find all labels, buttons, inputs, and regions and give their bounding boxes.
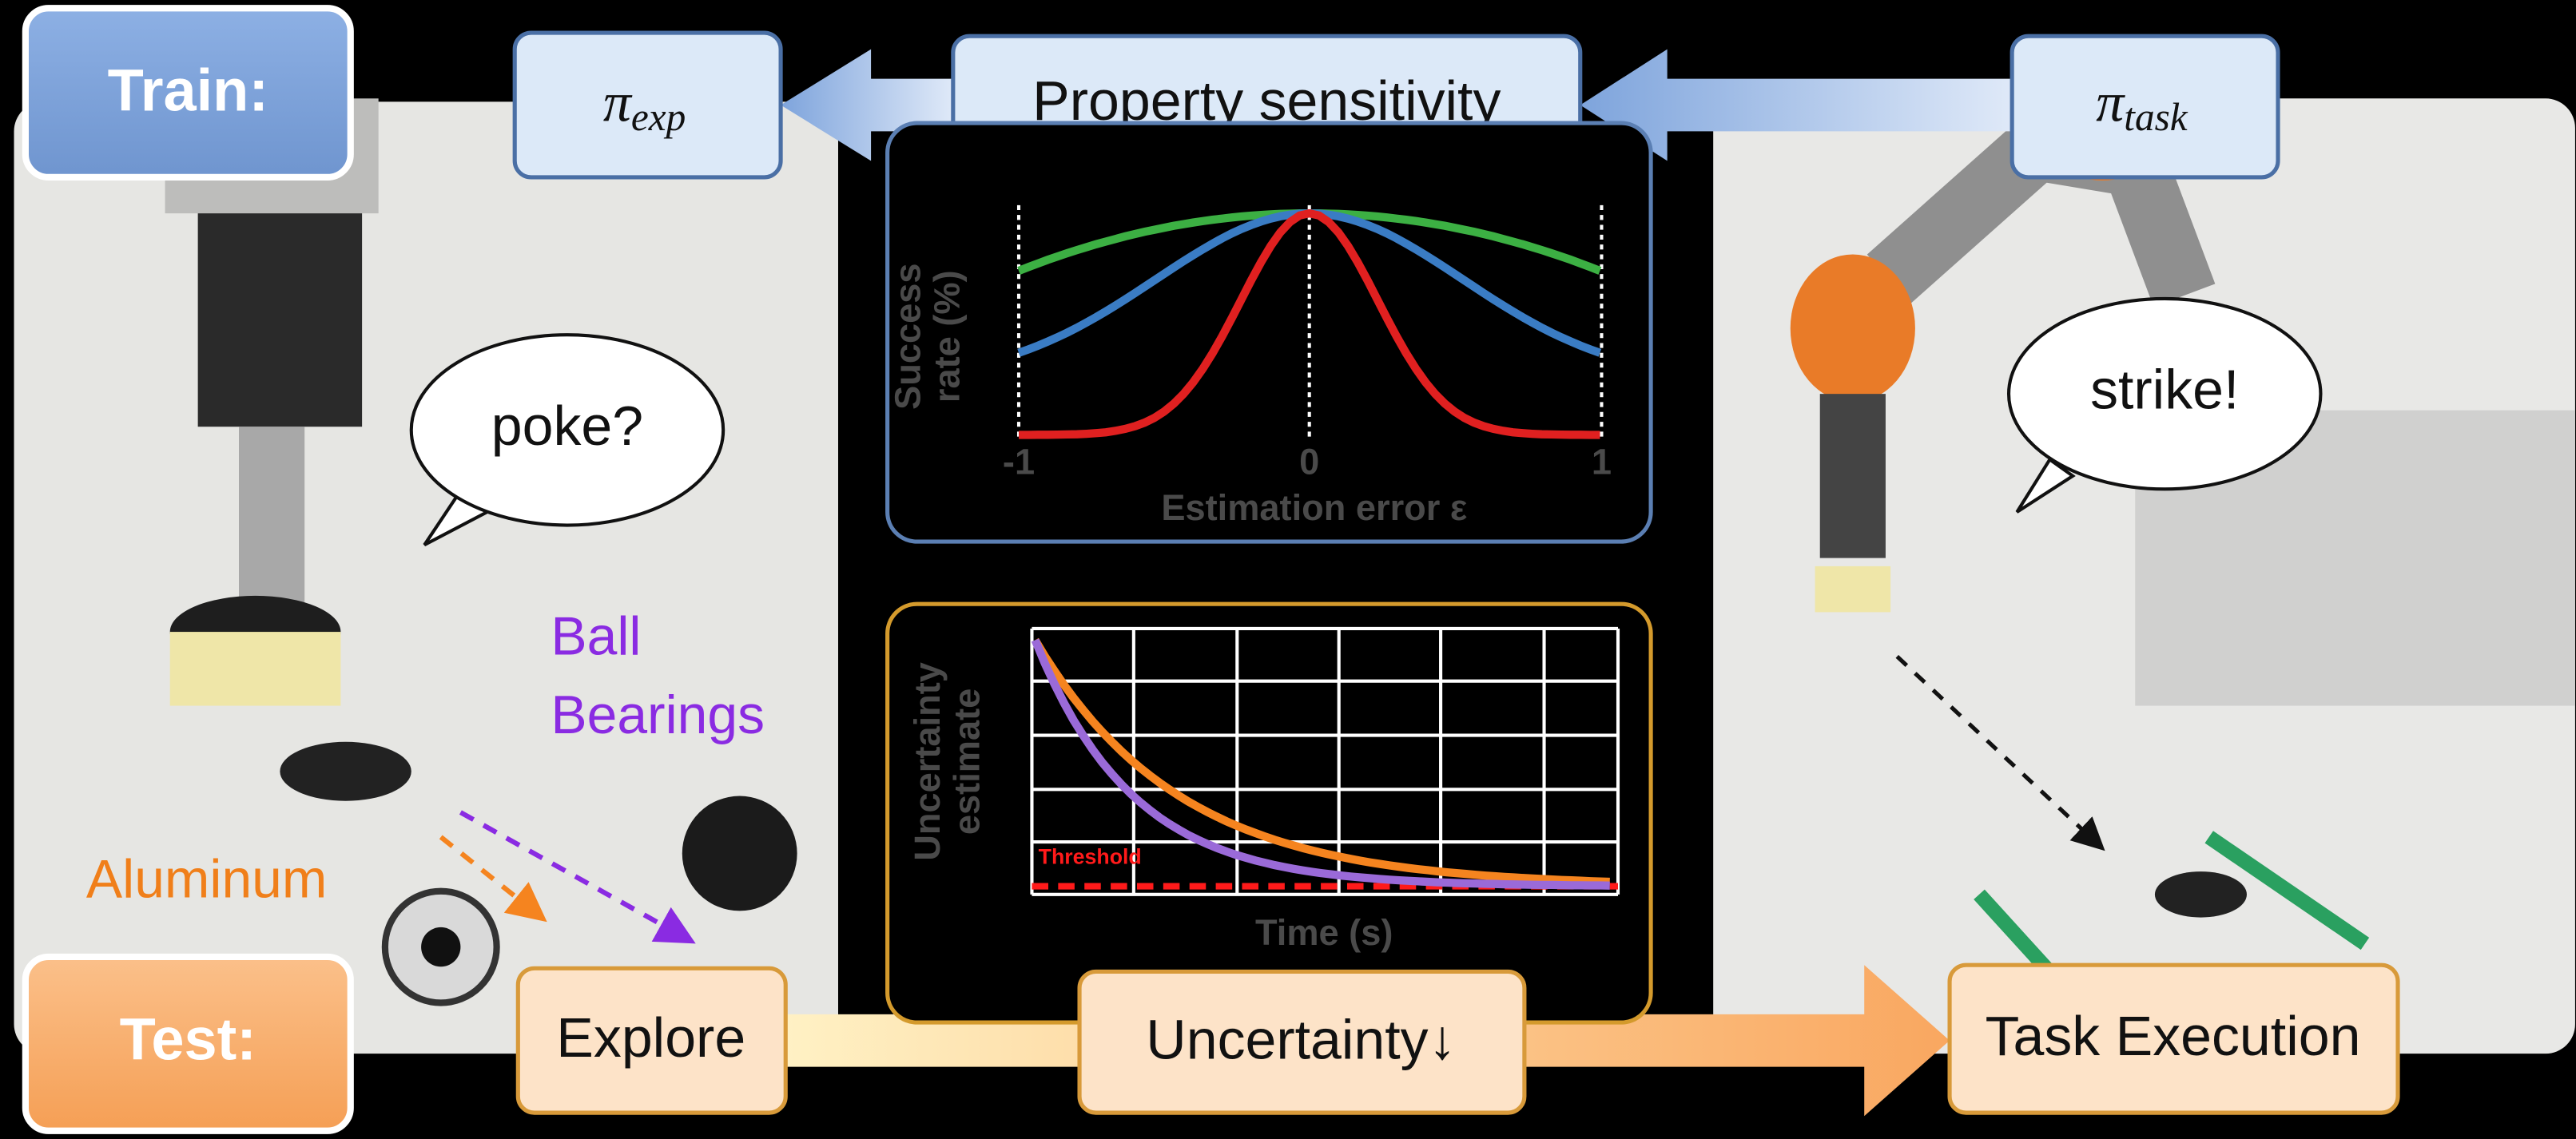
bearing-puck <box>682 796 797 911</box>
arrow-left <box>1580 49 2013 161</box>
stage-box <box>1947 962 2400 1115</box>
policy-box <box>512 30 783 180</box>
policy-label: πexp <box>603 73 686 140</box>
robot-tool <box>1819 394 1886 558</box>
sponge <box>169 632 341 706</box>
dashed-arrow <box>439 835 547 923</box>
x-tick-label: 1 <box>1592 441 1612 482</box>
speech-text: strike! <box>2090 359 2239 421</box>
stage-box <box>515 966 788 1115</box>
train-label: Train: <box>108 58 268 124</box>
puck <box>280 741 411 801</box>
material-label: Ball <box>551 606 641 666</box>
x-axis-label: Estimation error ε <box>1161 487 1467 528</box>
bubble-joint <box>475 487 495 502</box>
y-axis-label: Success <box>887 264 928 410</box>
threshold-label: Threshold <box>1039 845 1142 869</box>
policy-label: πtask <box>2096 73 2188 140</box>
x-tick-label: -1 <box>1003 441 1035 482</box>
curves <box>1031 637 1610 890</box>
target-puck <box>2154 871 2247 918</box>
gripper-body <box>197 213 363 427</box>
pi-symbol: π <box>603 73 633 134</box>
material-label: Aluminum <box>86 849 327 909</box>
test-label: Test: <box>120 1006 256 1072</box>
train-box <box>22 5 354 181</box>
curve-purple <box>1031 638 1610 890</box>
curves <box>1017 208 1602 439</box>
test-box <box>22 953 354 1134</box>
lane-line <box>2204 831 2370 950</box>
speech-bubble <box>409 333 725 527</box>
speech-bubble <box>2006 296 2323 491</box>
x-tick-label: 0 <box>1299 441 1319 482</box>
arrow-left <box>781 49 953 161</box>
x-axis-label: Time (s) <box>1255 912 1393 953</box>
stage-label: Task Execution <box>1986 1005 2361 1067</box>
robot-joint <box>1790 254 1915 403</box>
pi-subscript: exp <box>631 95 686 139</box>
y-axis-label: Uncertainty <box>907 662 948 861</box>
y-axis-label: estimate <box>946 689 987 835</box>
pi-subscript: task <box>2124 95 2188 139</box>
y-axis-label: rate (%) <box>927 270 968 403</box>
bubble-tail <box>2015 457 2076 514</box>
stage-box <box>1077 969 1527 1115</box>
material-label: Bearings <box>551 685 765 745</box>
curve-orange <box>1032 637 1610 887</box>
aluminum-hole <box>421 927 461 967</box>
dashed-arrow <box>459 810 696 944</box>
gripper-rod <box>239 427 305 608</box>
curve-red <box>1019 208 1600 439</box>
stage-label: Explore <box>556 1006 745 1069</box>
policy-box <box>2010 34 2280 180</box>
pi-symbol: π <box>2096 73 2125 134</box>
robot-sponge <box>1815 566 1891 613</box>
strike-arrow <box>1895 655 2105 851</box>
stage-label: Uncertainty↓ <box>1146 1008 1456 1070</box>
speech-text: poke? <box>491 395 643 457</box>
uncertainty-panel <box>885 601 1653 1025</box>
